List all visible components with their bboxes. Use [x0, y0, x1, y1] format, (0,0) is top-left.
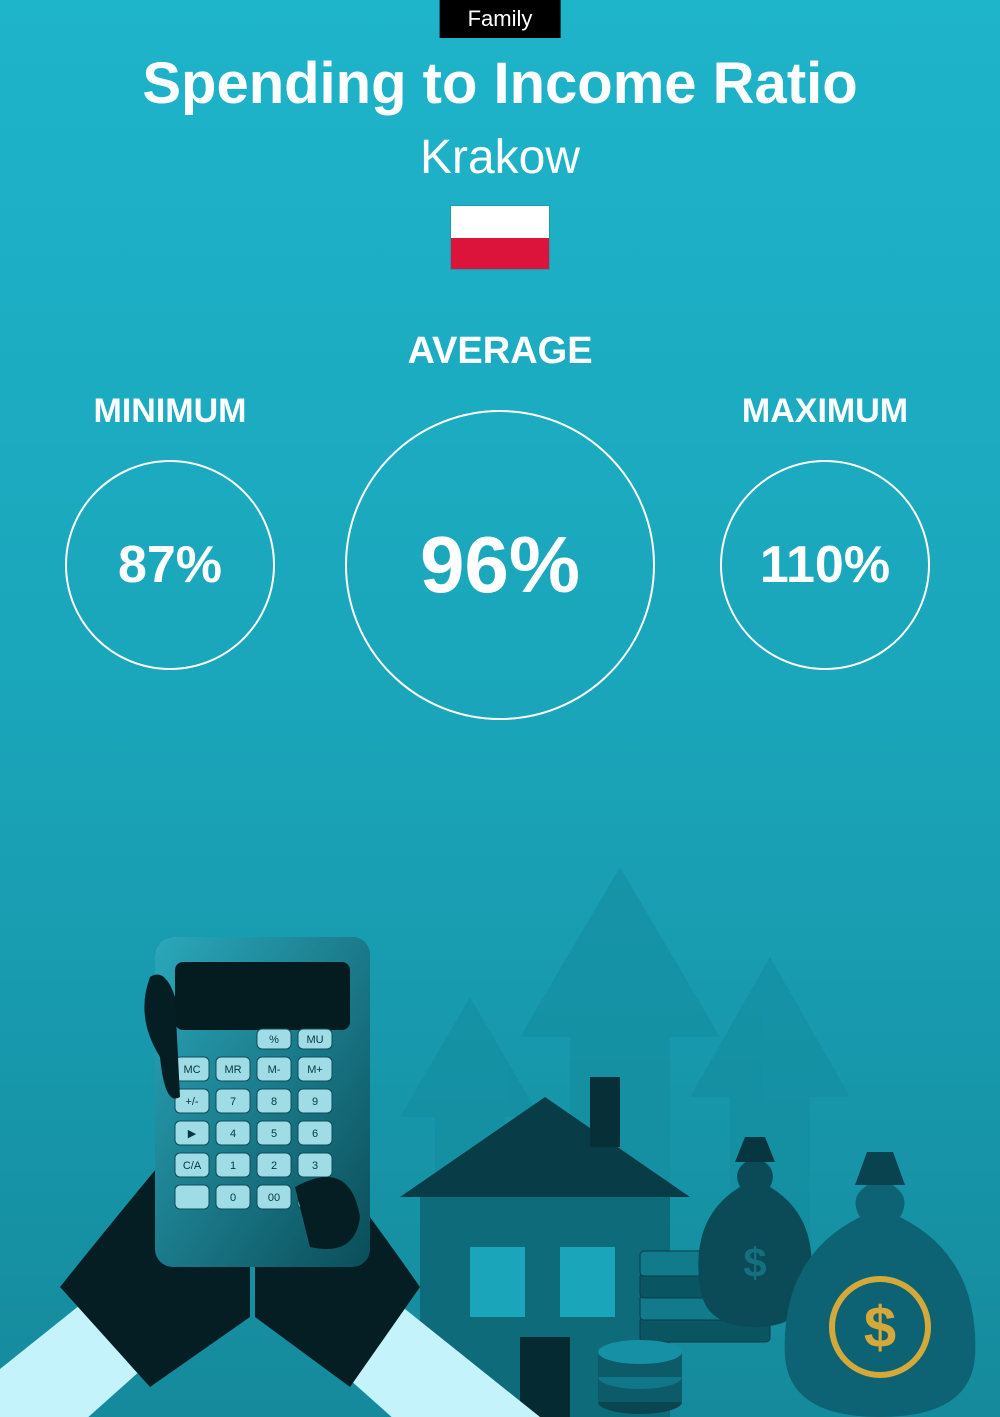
svg-text:%: % [269, 1034, 279, 1046]
label-maximum: MAXIMUM [700, 392, 950, 431]
coin-stack-icon [598, 1340, 682, 1414]
label-average: AVERAGE [350, 330, 650, 373]
flag-bottom-stripe [451, 238, 549, 270]
category-badge: Family [440, 0, 561, 38]
city-name: Krakow [0, 130, 1000, 185]
svg-text:C/A: C/A [183, 1160, 202, 1172]
svg-text:4: 4 [230, 1128, 236, 1140]
svg-text:MC: MC [183, 1064, 200, 1076]
svg-text:▶: ▶ [188, 1128, 197, 1140]
svg-text:1: 1 [230, 1160, 236, 1172]
svg-text:8: 8 [271, 1096, 277, 1108]
page-title: Spending to Income Ratio [0, 50, 1000, 117]
svg-text:7: 7 [230, 1096, 236, 1108]
svg-text:M+: M+ [307, 1064, 323, 1076]
circle-minimum: 87% [65, 460, 275, 670]
svg-text:3: 3 [312, 1160, 318, 1172]
svg-text:6: 6 [312, 1128, 318, 1140]
svg-text:MU: MU [306, 1034, 323, 1046]
svg-text:+/-: +/- [185, 1096, 198, 1108]
circle-maximum: 110% [720, 460, 930, 670]
money-bag-large-icon: $ [785, 1152, 976, 1417]
circle-average: 96% [345, 410, 655, 720]
label-minimum: MINIMUM [50, 392, 290, 431]
svg-text:$: $ [864, 1295, 896, 1360]
svg-text:MR: MR [224, 1064, 241, 1076]
value-maximum: 110% [760, 535, 890, 595]
svg-text:M-: M- [268, 1064, 281, 1076]
finance-illustration: $ $ [0, 817, 1000, 1417]
svg-text:$: $ [743, 1239, 766, 1286]
value-average: 96% [420, 519, 580, 611]
value-minimum: 87% [118, 535, 222, 595]
svg-text:00: 00 [268, 1192, 280, 1204]
flag-top-stripe [451, 206, 549, 238]
country-flag [450, 205, 550, 270]
svg-text:9: 9 [312, 1096, 318, 1108]
svg-text:0: 0 [230, 1192, 236, 1204]
svg-text:2: 2 [271, 1160, 277, 1172]
svg-text:5: 5 [271, 1128, 277, 1140]
